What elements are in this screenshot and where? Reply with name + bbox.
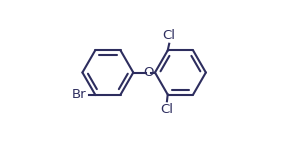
Text: Cl: Cl: [160, 103, 173, 116]
Text: O: O: [143, 66, 154, 79]
Text: Br: Br: [71, 88, 86, 101]
Text: Cl: Cl: [163, 29, 176, 42]
